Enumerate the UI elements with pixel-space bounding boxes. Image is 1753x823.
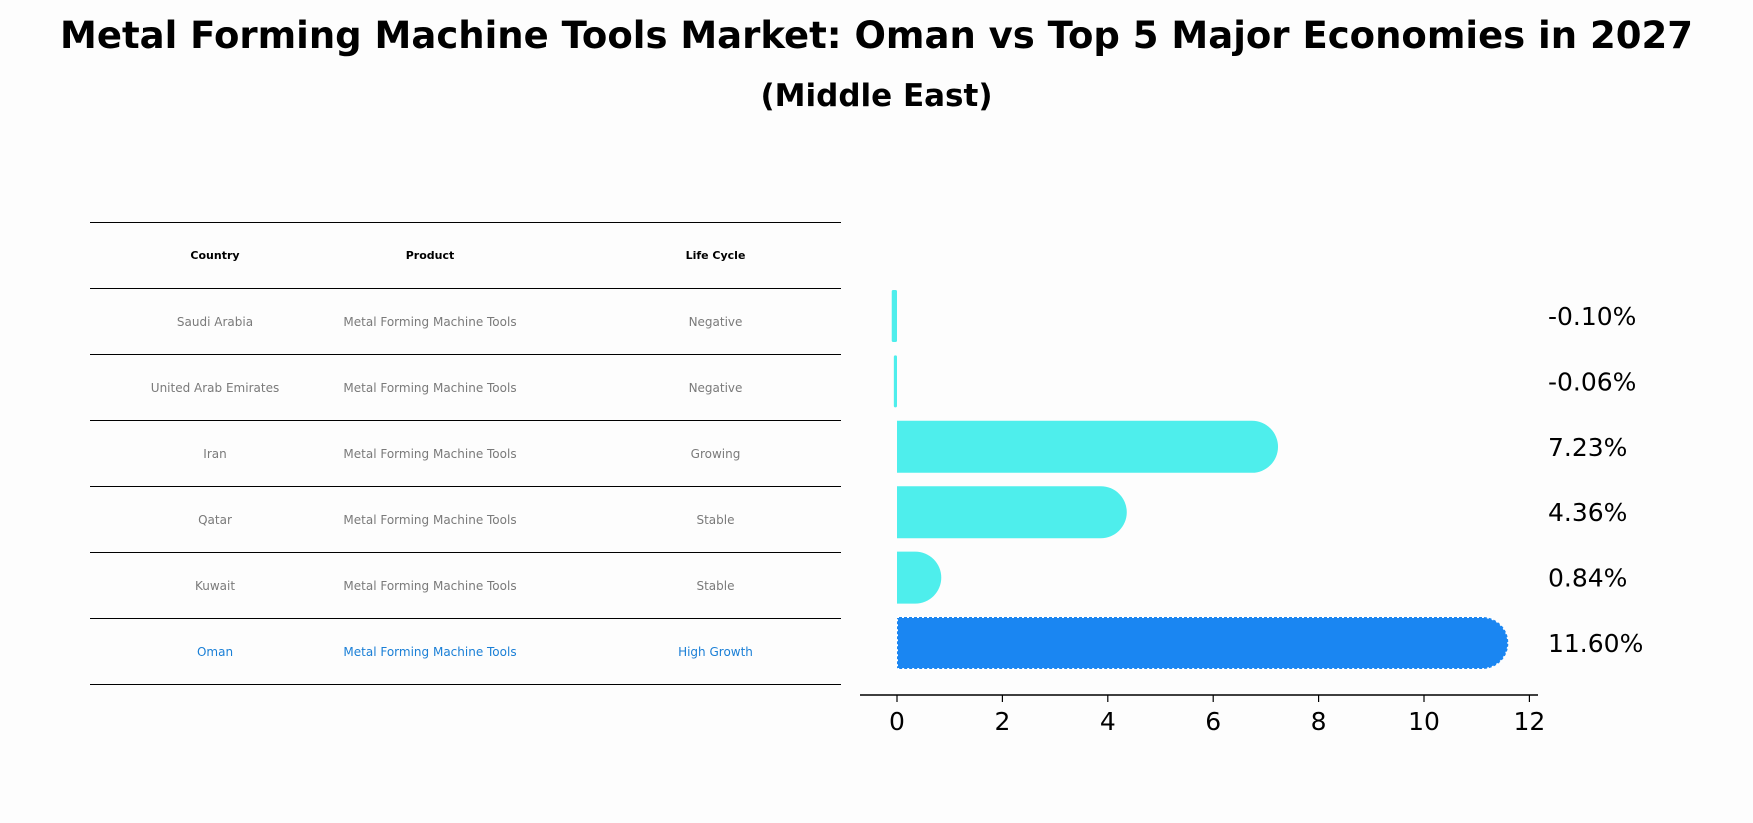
- table-row: United Arab Emirates Metal Forming Machi…: [90, 354, 841, 420]
- x-tick-label: 10: [1408, 707, 1440, 736]
- country-cell: Kuwait: [194, 578, 236, 593]
- life-cycle-cell: Negative: [688, 380, 743, 395]
- x-tick-label: 12: [1513, 707, 1545, 736]
- life-cycle-cell: Negative: [688, 314, 743, 329]
- country-cell: Iran: [203, 446, 227, 461]
- life-cycle-cell: Stable: [696, 578, 735, 593]
- life-cycle-cell: High Growth: [678, 644, 753, 659]
- x-tick-label: 2: [994, 707, 1010, 736]
- x-tick-label: 8: [1311, 707, 1327, 736]
- x-tick-label: 0: [889, 707, 905, 736]
- bar-value-label: 7.23%: [1548, 433, 1627, 462]
- bar: [893, 355, 897, 408]
- country-cell: United Arab Emirates: [150, 380, 280, 395]
- table-row: Saudi Arabia Metal Forming Machine Tools…: [90, 288, 841, 354]
- bar-highlighted: [896, 616, 1510, 670]
- table-header-row: Country Product Life Cycle: [90, 222, 841, 288]
- product-cell: Metal Forming Machine Tools: [343, 512, 517, 527]
- bar: [897, 486, 1127, 539]
- bar-value-label: 0.84%: [1548, 564, 1627, 593]
- x-tick-label: 4: [1100, 707, 1116, 736]
- table-row: Qatar Metal Forming Machine Tools Stable: [90, 486, 841, 552]
- table-row: Kuwait Metal Forming Machine Tools Stabl…: [90, 552, 841, 618]
- bar-value-label: -0.10%: [1548, 302, 1636, 331]
- header-product: Product: [405, 249, 455, 262]
- chart-title: Metal Forming Machine Tools Market: Oman…: [60, 14, 1693, 57]
- x-tick-label: 6: [1205, 707, 1221, 736]
- product-cell: Metal Forming Machine Tools: [343, 644, 517, 659]
- bar: [897, 551, 942, 604]
- life-cycle-cell: Growing: [690, 446, 741, 461]
- bar-value-label: -0.06%: [1548, 367, 1636, 396]
- chart-subtitle: (Middle East): [760, 78, 993, 114]
- bar-value-label: 11.60%: [1548, 629, 1643, 658]
- table-row: Iran Metal Forming Machine Tools Growing: [90, 420, 841, 486]
- table-row-highlighted: Oman Metal Forming Machine Tools High Gr…: [90, 618, 841, 685]
- bar-value-label: 4.36%: [1548, 498, 1627, 527]
- life-cycle-cell: Stable: [696, 512, 735, 527]
- country-table: Country Product Life Cycle Saudi Arabia …: [90, 222, 841, 685]
- product-cell: Metal Forming Machine Tools: [343, 446, 517, 461]
- bar: [891, 290, 897, 342]
- header-country: Country: [190, 249, 240, 262]
- product-cell: Metal Forming Machine Tools: [343, 314, 517, 329]
- product-cell: Metal Forming Machine Tools: [343, 380, 517, 395]
- country-cell: Saudi Arabia: [176, 314, 254, 329]
- product-cell: Metal Forming Machine Tools: [343, 578, 517, 593]
- header-life-cycle: Life Cycle: [685, 249, 746, 262]
- country-cell: Oman: [196, 644, 234, 659]
- bar: [897, 420, 1279, 473]
- country-cell: Qatar: [198, 512, 232, 527]
